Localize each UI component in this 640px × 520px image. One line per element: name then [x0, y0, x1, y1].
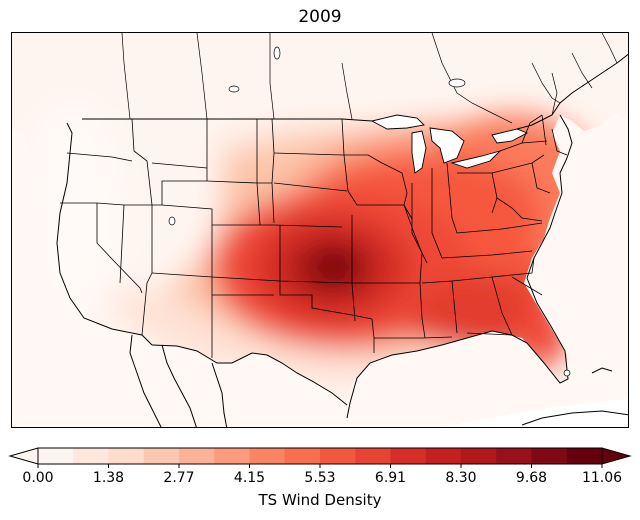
colorbar-tick-label: 1.38: [92, 470, 125, 486]
colorbar-swatch: [390, 448, 427, 464]
colorbar-swatch: [566, 448, 603, 464]
colorbar-tick-label: 2.77: [163, 470, 195, 486]
colorbar-swatch: [38, 448, 74, 464]
colorbar-tick-label: 4.15: [233, 470, 266, 486]
map-title: 2009: [298, 7, 342, 27]
canada-boundaries: [121, 33, 618, 124]
colorbar: [8, 447, 632, 468]
colorbar-swatch: [496, 448, 532, 464]
colorbar-swatch: [284, 448, 321, 464]
colorbar-swatch: [249, 448, 286, 464]
colorbar-tick-label: 8.30: [445, 470, 477, 486]
colorbar-swatch: [425, 448, 462, 464]
colorbar-extend-max: [601, 447, 632, 465]
colorbar-swatch: [108, 448, 145, 464]
colorbar-swatch: [214, 448, 250, 464]
colorbar-swatch: [461, 448, 497, 464]
colorbar-swatch: [73, 448, 109, 464]
state-boundaries: [60, 114, 568, 358]
great-lakes: [370, 114, 529, 174]
density-map: [12, 33, 628, 427]
colorbar-tick-label: 9.68: [515, 470, 548, 486]
colorbar-tick-label: 6.91: [374, 470, 407, 486]
colorbar-swatch: [143, 448, 180, 464]
colorbar-tick-label: 0.00: [22, 470, 54, 486]
colorbar-swatch: [531, 448, 568, 464]
colorbar-tick-label: 11.06: [581, 470, 623, 486]
colorbar-swatch: [355, 448, 391, 464]
colorbar-swatch: [179, 448, 215, 464]
map-panel: [11, 32, 629, 428]
coastlines: [56, 53, 628, 427]
colorbar-tick-label: 5.53: [304, 470, 336, 486]
colorbar-extend-min: [8, 447, 39, 465]
colorbar-swatch: [320, 448, 356, 464]
colorbar-label: TS Wind Density: [258, 491, 382, 509]
